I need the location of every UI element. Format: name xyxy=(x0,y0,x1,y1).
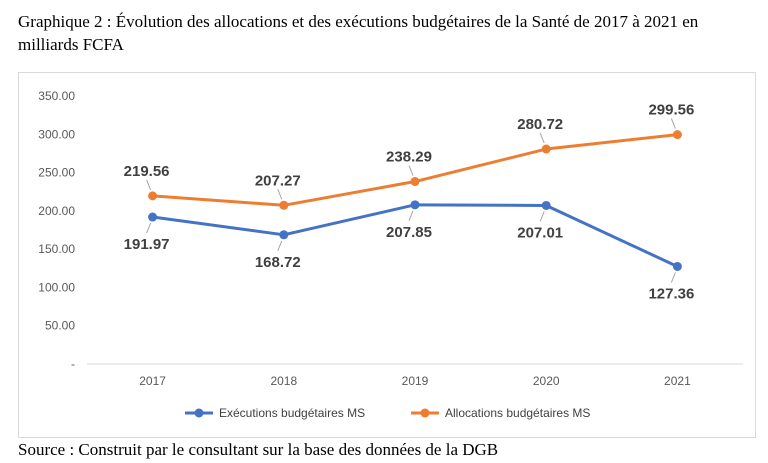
y-tick-label: 50.00 xyxy=(45,319,75,333)
data-label: 207.85 xyxy=(386,224,432,241)
data-point xyxy=(410,177,420,187)
x-tick-label: 2019 xyxy=(402,374,429,388)
source-note: Source : Construit par le consultant sur… xyxy=(18,440,499,459)
data-point xyxy=(541,144,551,154)
data-label: 207.01 xyxy=(517,224,563,241)
y-tick-label: 200.00 xyxy=(38,204,75,218)
data-point xyxy=(410,200,420,210)
data-point xyxy=(672,130,682,140)
y-tick-label: - xyxy=(71,357,75,371)
label-leader-line xyxy=(277,240,283,251)
figure-caption: Graphique 2 : Évolution des allocations … xyxy=(18,12,699,54)
legend-label: Allocations budgétaires MS xyxy=(445,406,590,420)
y-tick-label: 300.00 xyxy=(38,127,75,141)
data-point xyxy=(672,261,682,271)
data-label: 207.27 xyxy=(255,172,301,189)
data-label: 280.72 xyxy=(517,116,563,133)
series-line-2 xyxy=(151,133,679,207)
x-tick-label: 2020 xyxy=(533,374,560,388)
label-leader-line xyxy=(408,165,414,176)
data-point xyxy=(541,200,551,210)
data-label: 127.36 xyxy=(648,285,694,302)
label-leader-line xyxy=(277,189,283,200)
data-point xyxy=(148,191,158,201)
legend-swatch-marker xyxy=(420,408,430,418)
label-leader-line xyxy=(670,118,676,129)
data-label: 299.56 xyxy=(648,102,694,119)
label-leader-line xyxy=(539,211,545,222)
x-tick-label: 2018 xyxy=(270,374,297,388)
label-leader-line xyxy=(146,179,152,191)
data-point xyxy=(279,230,289,240)
y-tick-label: 150.00 xyxy=(38,242,75,256)
data-point xyxy=(148,212,158,222)
chart-svg: - 50.00 100.00 150.00 200.00 250.00 300.00 350.… xyxy=(38,89,743,420)
data-label: 238.29 xyxy=(386,149,432,166)
data-point xyxy=(279,200,289,210)
y-tick-label: 350.00 xyxy=(38,89,75,103)
legend-label: Exécutions budgétaires MS xyxy=(219,406,365,420)
label-leader-line xyxy=(670,272,676,283)
data-label: 168.72 xyxy=(255,254,301,271)
data-label: 219.56 xyxy=(124,163,170,180)
x-tick-label: 2021 xyxy=(664,374,691,388)
legend-swatch-marker xyxy=(194,408,204,418)
label-leader-line xyxy=(408,210,414,222)
data-label: 191.97 xyxy=(124,236,170,253)
label-leader-line xyxy=(539,132,545,144)
line-chart: - 50.00 100.00 150.00 200.00 250.00 300.00 350.… xyxy=(18,72,756,438)
y-tick-label: 100.00 xyxy=(38,280,75,294)
x-tick-label: 2017 xyxy=(139,374,166,388)
y-tick-label: 250.00 xyxy=(38,166,75,180)
label-leader-line xyxy=(146,222,152,234)
